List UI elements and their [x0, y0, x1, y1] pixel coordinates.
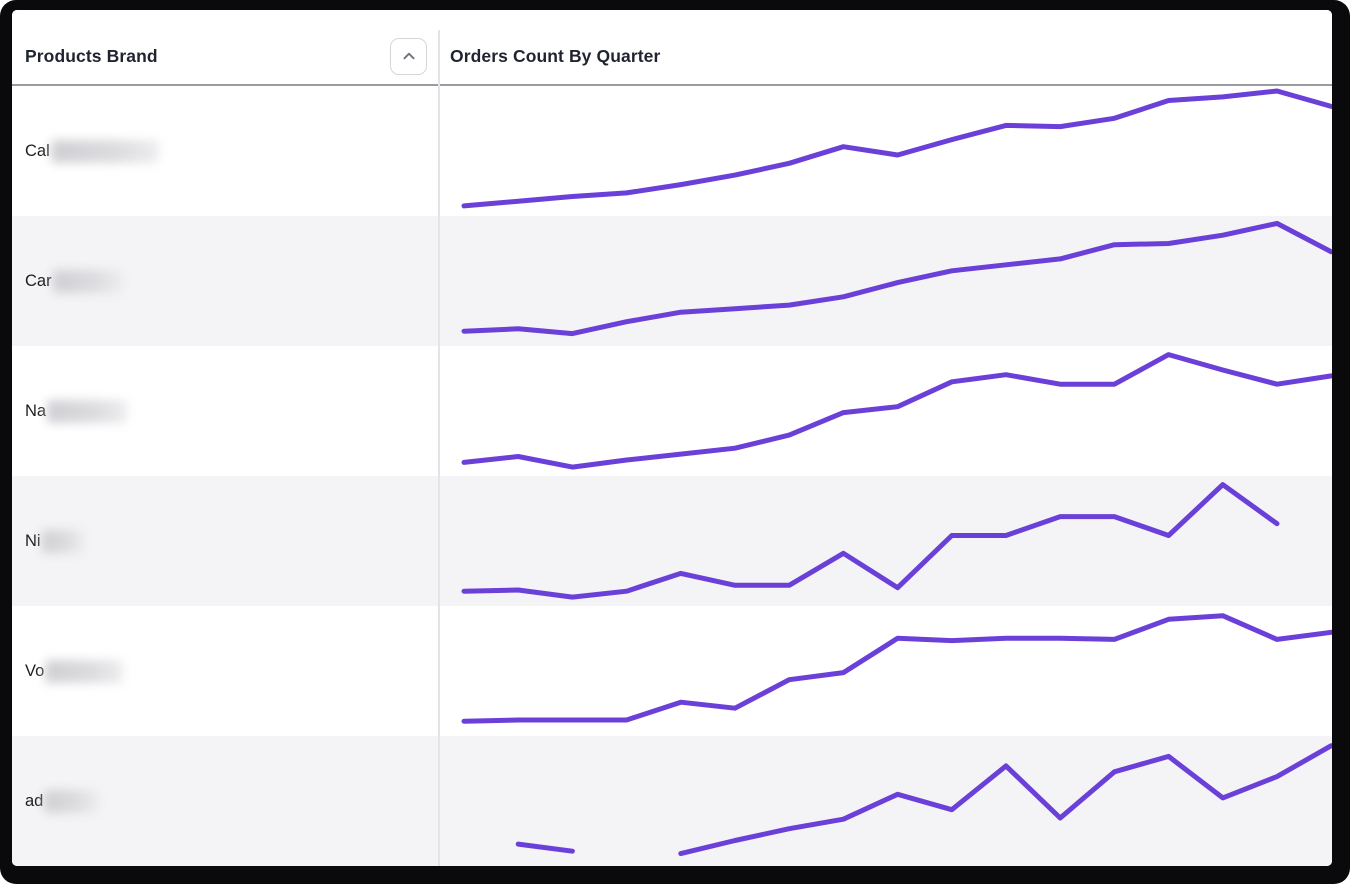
brand-cell: Vo: [12, 606, 438, 736]
sparkline-cell: [438, 606, 1332, 736]
redacted-text-blur: [50, 139, 159, 163]
brand-cell: Car: [12, 216, 438, 346]
sparkline-cell: [438, 346, 1332, 476]
sort-button[interactable]: [390, 37, 427, 75]
header-cell-orders-count: Orders Count By Quarter: [438, 10, 1332, 84]
brand-cell: Cal: [12, 86, 438, 216]
table-row: Cal: [12, 86, 1332, 216]
redacted-text-blur: [45, 659, 124, 683]
column-divider: [438, 30, 440, 866]
table-header: Products Brand Orders Count By Quarter: [12, 10, 1332, 86]
orders-sparkline: [461, 88, 1332, 209]
orders-sparkline: [461, 482, 1280, 600]
orders-sparkline: [461, 613, 1332, 724]
brand-label: Car: [25, 271, 52, 290]
table-body: Cal Car Na: [12, 86, 1332, 866]
table-row: ad: [12, 736, 1332, 866]
data-table-panel: Products Brand Orders Count By Quarter C…: [12, 10, 1332, 866]
table-row: Na: [12, 346, 1332, 476]
sparkline-cell: [438, 86, 1332, 216]
orders-sparkline: [515, 743, 1332, 857]
brand-cell: ad: [12, 736, 438, 866]
brand-label: Vo: [25, 661, 45, 680]
table-row: Ni: [12, 476, 1332, 606]
redacted-text-blur: [47, 399, 128, 423]
chevron-up-icon: [398, 45, 420, 67]
redacted-text-blur: [52, 269, 123, 293]
orders-sparkline: [461, 220, 1332, 337]
sparkline-cell: [438, 216, 1332, 346]
table-row: Car: [12, 216, 1332, 346]
brand-label: Ni: [25, 531, 41, 550]
brand-label: ad: [25, 791, 44, 810]
brand-cell: Ni: [12, 476, 438, 606]
products-brand-header-label: Products Brand: [25, 45, 158, 66]
brand-label: Cal: [25, 141, 50, 160]
redacted-text-blur: [44, 789, 100, 813]
orders-count-header-label: Orders Count By Quarter: [450, 45, 661, 66]
redacted-text-blur: [41, 529, 84, 553]
header-cell-products-brand: Products Brand: [12, 10, 438, 84]
table-row: Vo: [12, 606, 1332, 736]
sparkline-cell: [438, 736, 1332, 866]
sparkline-cell: [438, 476, 1332, 606]
brand-label: Na: [25, 401, 47, 420]
orders-sparkline: [461, 352, 1332, 470]
brand-cell: Na: [12, 346, 438, 476]
